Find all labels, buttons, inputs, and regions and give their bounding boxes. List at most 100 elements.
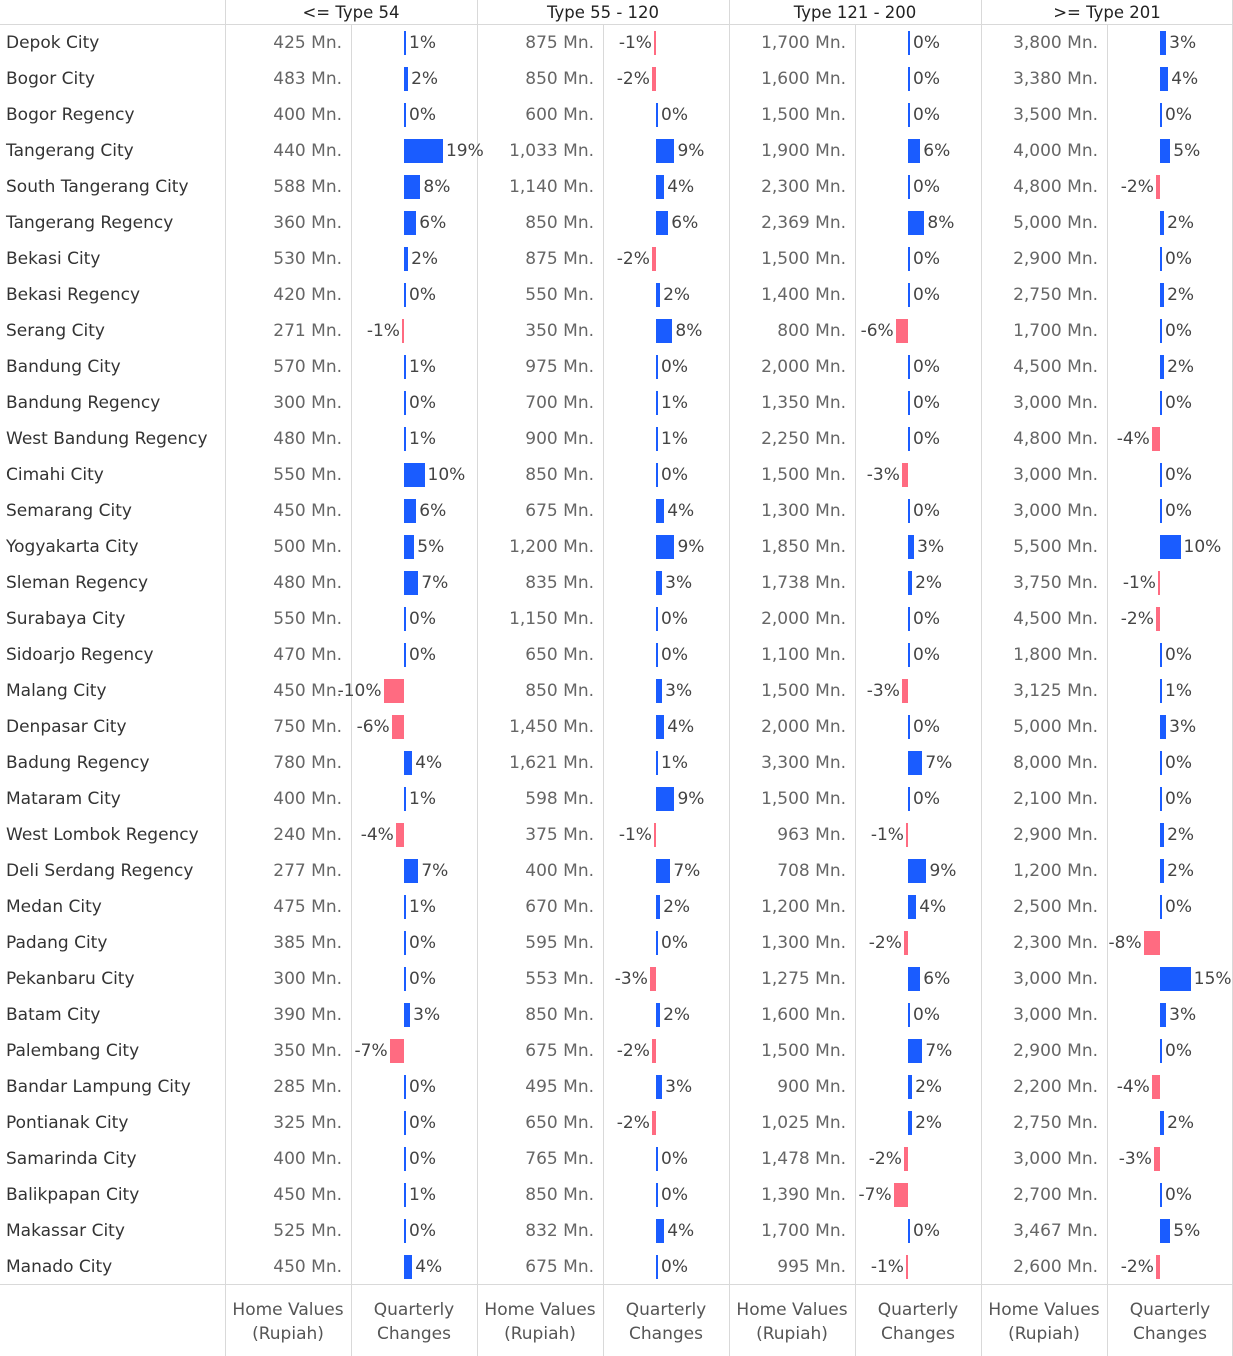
home-value-cell: 550 Mn. bbox=[273, 609, 342, 629]
change-bar bbox=[656, 715, 665, 739]
change-bar bbox=[404, 1255, 413, 1279]
change-label: 2% bbox=[411, 249, 439, 269]
home-value-cell: 1,200 Mn. bbox=[761, 897, 846, 917]
home-value-cell: 675 Mn. bbox=[525, 501, 594, 521]
column-divider bbox=[981, 0, 982, 1356]
change-label: 9% bbox=[677, 789, 705, 809]
home-value-cell: 1,200 Mn. bbox=[509, 537, 594, 557]
city-label: Malang City bbox=[6, 681, 107, 701]
column-group-header: <= Type 54 bbox=[302, 3, 400, 22]
column-group-header: Type 121 - 200 bbox=[793, 3, 917, 22]
city-label: Sidoarjo Regency bbox=[6, 645, 154, 665]
home-value-cell: 2,369 Mn. bbox=[761, 213, 846, 233]
change-label: -2% bbox=[616, 1113, 650, 1133]
home-value-cell: 440 Mn. bbox=[273, 141, 342, 161]
change-label: 0% bbox=[409, 393, 436, 413]
change-bar bbox=[656, 787, 675, 811]
row-divider bbox=[0, 24, 1233, 25]
home-value-cell: 400 Mn. bbox=[273, 1149, 342, 1169]
home-value-cell: 2,900 Mn. bbox=[1013, 1041, 1098, 1061]
change-bar bbox=[656, 859, 671, 883]
change-label: 1% bbox=[409, 429, 437, 449]
home-value-cell: 3,500 Mn. bbox=[1013, 105, 1098, 125]
change-label: 0% bbox=[913, 177, 940, 197]
change-label: 4% bbox=[919, 897, 947, 917]
home-value-cell: 650 Mn. bbox=[525, 1113, 594, 1133]
home-value-cell: 1,850 Mn. bbox=[761, 537, 846, 557]
home-value-cell: 995 Mn. bbox=[777, 1257, 846, 1277]
change-label: 0% bbox=[913, 105, 940, 125]
change-label: 2% bbox=[1167, 825, 1195, 845]
city-label: Samarinda City bbox=[6, 1149, 137, 1169]
change-bar bbox=[908, 211, 925, 235]
home-value-cell: 285 Mn. bbox=[273, 1077, 342, 1097]
city-label: Badung Regency bbox=[6, 753, 150, 773]
home-value-cell: 850 Mn. bbox=[525, 213, 594, 233]
change-bar bbox=[404, 355, 407, 379]
home-value-cell: 3,750 Mn. bbox=[1013, 573, 1098, 593]
home-value-cell: 2,600 Mn. bbox=[1013, 1257, 1098, 1277]
change-label: 10% bbox=[427, 465, 466, 485]
change-bar bbox=[656, 535, 675, 559]
change-label: 0% bbox=[1165, 645, 1192, 665]
city-label: Sleman Regency bbox=[6, 573, 149, 593]
change-label: -2% bbox=[868, 1149, 902, 1169]
city-label: West Bandung Regency bbox=[6, 429, 208, 449]
home-value-cell: 2,000 Mn. bbox=[761, 609, 846, 629]
change-label: 3% bbox=[1169, 1005, 1197, 1025]
change-bar bbox=[1160, 283, 1165, 307]
home-value-cell: 553 Mn. bbox=[525, 969, 594, 989]
home-value-cell: 675 Mn. bbox=[525, 1257, 594, 1277]
home-value-cell: 1,033 Mn. bbox=[509, 141, 594, 161]
change-bar bbox=[653, 31, 656, 55]
change-label: 0% bbox=[409, 1221, 436, 1241]
home-value-cell: 835 Mn. bbox=[525, 573, 594, 593]
home-value-cell: 1,100 Mn. bbox=[761, 645, 846, 665]
home-value-cell: 3,380 Mn. bbox=[1013, 69, 1098, 89]
change-bar bbox=[1160, 1039, 1162, 1063]
home-value-cell: 1,900 Mn. bbox=[761, 141, 846, 161]
home-value-cell: 450 Mn. bbox=[273, 501, 342, 521]
home-value-cell: 2,250 Mn. bbox=[761, 429, 846, 449]
home-value-cell: 483 Mn. bbox=[273, 69, 342, 89]
change-bar bbox=[404, 211, 417, 235]
city-label: Tangerang City bbox=[6, 141, 134, 161]
home-value-cell: 1,700 Mn. bbox=[761, 1221, 846, 1241]
change-label: 5% bbox=[1173, 141, 1201, 161]
change-label: 2% bbox=[1167, 1113, 1195, 1133]
change-label: 0% bbox=[661, 645, 688, 665]
change-bar bbox=[901, 679, 908, 703]
home-value-cell: 3,125 Mn. bbox=[1013, 681, 1098, 701]
column-group-header: >= Type 201 bbox=[1053, 3, 1161, 22]
change-bar bbox=[404, 103, 406, 127]
change-bar bbox=[908, 283, 910, 307]
change-bar bbox=[649, 967, 656, 991]
change-label: 0% bbox=[1165, 249, 1192, 269]
city-label: Deli Serdang Regency bbox=[6, 861, 194, 881]
change-label: 1% bbox=[409, 1185, 437, 1205]
city-label: Bekasi Regency bbox=[6, 285, 141, 305]
home-value-cell: 2,700 Mn. bbox=[1013, 1185, 1098, 1205]
home-value-cell: 1,738 Mn. bbox=[761, 573, 846, 593]
home-value-cell: 1,500 Mn. bbox=[761, 681, 846, 701]
change-bar bbox=[656, 1147, 658, 1171]
home-value-cell: 570 Mn. bbox=[273, 357, 342, 377]
change-label: 7% bbox=[421, 573, 449, 593]
home-value-cell: 400 Mn. bbox=[273, 789, 342, 809]
change-bar bbox=[395, 823, 404, 847]
change-bar bbox=[908, 1111, 913, 1135]
home-value-cell: 5,000 Mn. bbox=[1013, 717, 1098, 737]
home-value-cell: 3,000 Mn. bbox=[1013, 969, 1098, 989]
footer-quarterly-changes-label: Quarterly Changes bbox=[373, 1300, 455, 1344]
home-value-cell: 550 Mn. bbox=[525, 285, 594, 305]
change-bar bbox=[1151, 1075, 1160, 1099]
change-bar bbox=[1160, 463, 1162, 487]
change-label: 8% bbox=[675, 321, 703, 341]
home-value-cell: 780 Mn. bbox=[273, 753, 342, 773]
change-label: 2% bbox=[915, 1077, 943, 1097]
home-value-cell: 2,900 Mn. bbox=[1013, 249, 1098, 269]
change-bar bbox=[908, 139, 921, 163]
change-label: -2% bbox=[616, 69, 650, 89]
change-label: 6% bbox=[671, 213, 699, 233]
home-value-cell: 850 Mn. bbox=[525, 1185, 594, 1205]
